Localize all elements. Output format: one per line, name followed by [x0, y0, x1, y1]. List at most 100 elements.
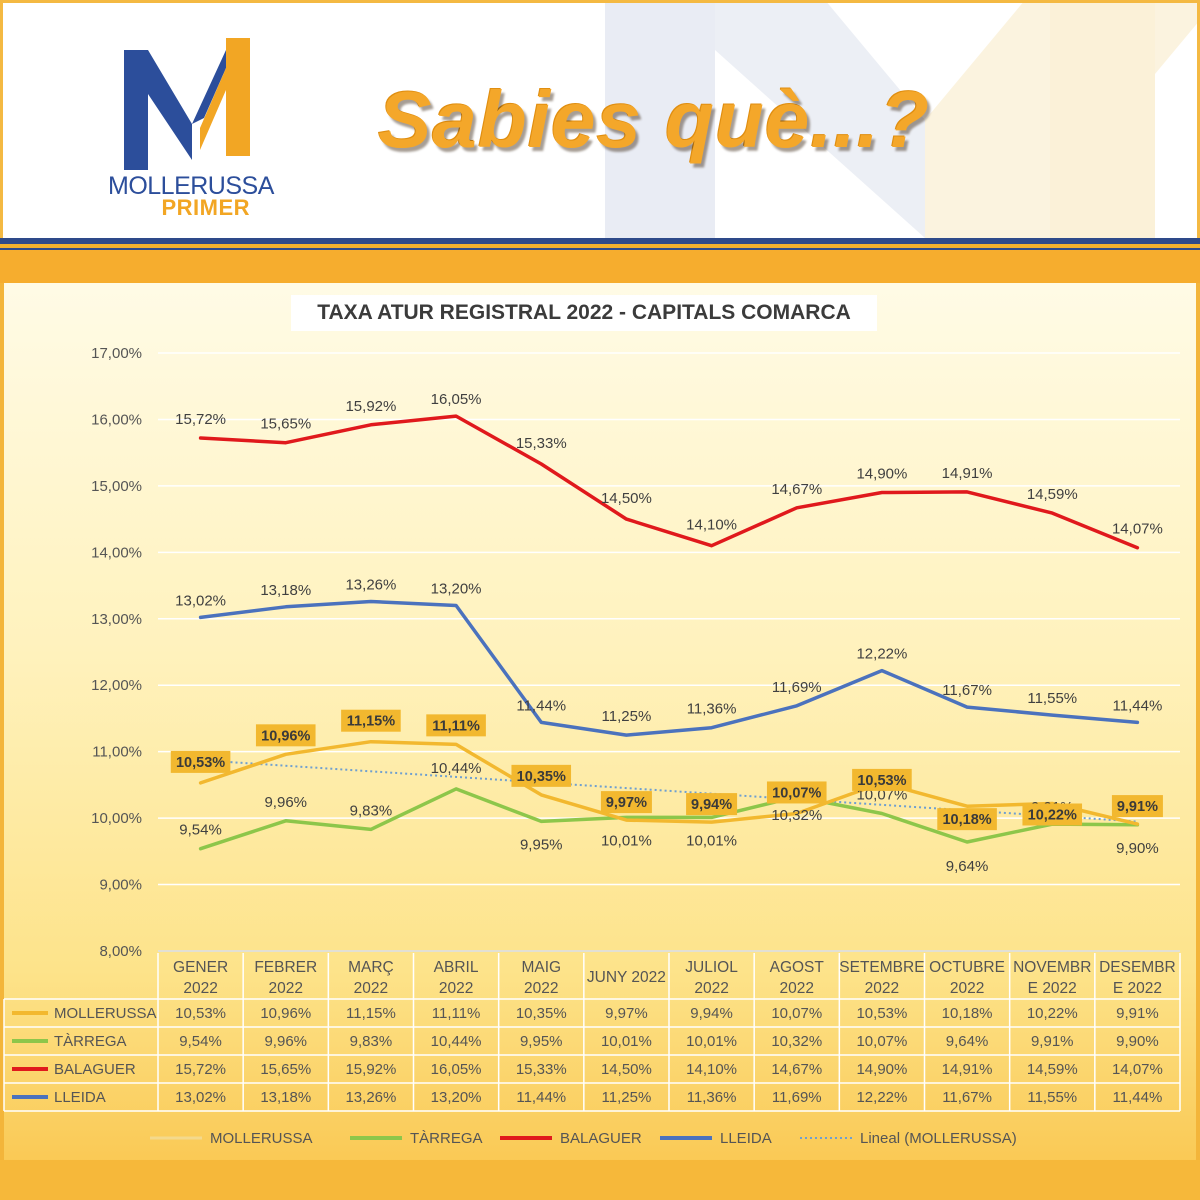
x-tick-label: JUNY 2022	[587, 969, 666, 986]
table-cell: 10,07%	[771, 1005, 822, 1022]
data-label: 11,15%	[347, 714, 395, 730]
legend-label: TÀRREGA	[410, 1130, 483, 1147]
table-cell: 10,01%	[601, 1033, 652, 1050]
table-cell: 13,20%	[431, 1089, 482, 1106]
table-cell: 10,18%	[942, 1005, 993, 1022]
data-label: 9,96%	[264, 794, 307, 811]
data-label: 10,07%	[772, 785, 821, 801]
x-tick-label: 2022	[780, 980, 814, 997]
table-row-label: MOLLERUSSA	[54, 1005, 157, 1022]
table-cell: 15,33%	[516, 1061, 567, 1078]
x-tick-label: GENER	[173, 959, 228, 976]
table-cell: 14,50%	[601, 1061, 652, 1078]
data-label: 9,54%	[179, 822, 222, 839]
table-cell: 9,90%	[1116, 1033, 1159, 1050]
table-cell: 9,54%	[179, 1033, 222, 1050]
data-label: 11,44%	[516, 697, 566, 714]
table-cell: 14,07%	[1112, 1061, 1163, 1078]
data-label: 11,36%	[687, 701, 737, 718]
x-tick-label: 2022	[694, 980, 728, 997]
x-tick-label: 2022	[865, 980, 899, 997]
data-label: 12,22%	[856, 646, 907, 663]
trendline-line	[200, 759, 1138, 823]
data-label-box	[1111, 795, 1163, 818]
table-cell: 11,55%	[1027, 1089, 1077, 1106]
y-tick-label: 9,00%	[99, 877, 142, 894]
data-label-box	[686, 793, 738, 816]
data-label: 14,67%	[771, 481, 822, 498]
y-tick-label: 11,00%	[92, 744, 142, 761]
series-line-lleida	[198, 599, 1140, 737]
data-label: 10,01%	[686, 832, 737, 849]
table-cell: 13,26%	[345, 1089, 396, 1106]
data-label: 11,67%	[942, 682, 992, 699]
data-label-box	[600, 791, 652, 814]
frame-top	[0, 0, 1200, 3]
data-label: 13,26%	[345, 577, 396, 594]
table-cell: 11,36%	[687, 1089, 737, 1106]
y-tick-label: 10,00%	[91, 810, 142, 827]
data-label: 14,90%	[856, 466, 907, 483]
orange-band	[0, 250, 1200, 283]
table-cell: 10,01%	[686, 1033, 737, 1050]
y-tick-label: 12,00%	[91, 677, 142, 694]
data-label: 13,18%	[260, 582, 311, 599]
y-tick-label: 17,00%	[91, 345, 142, 362]
data-label: 11,11%	[432, 718, 480, 734]
x-tick-label: 2022	[524, 980, 558, 997]
chart-background	[0, 283, 1200, 1200]
data-label: 16,05%	[431, 391, 482, 408]
legend-label: MOLLERUSSA	[210, 1130, 313, 1147]
table-cell: 9,83%	[350, 1033, 393, 1050]
table-cell: 15,92%	[345, 1061, 396, 1078]
headline: Sabies què...?	[378, 75, 930, 164]
table-cell: 10,53%	[856, 1005, 907, 1022]
y-tick-label: 8,00%	[99, 943, 142, 960]
data-table: GENER 2022 FEBRER 2022 MARÇ 2022 ABRIL 2022 MAIG…	[3, 950, 1181, 1112]
data-label: 15,72%	[175, 411, 226, 428]
x-tick-label: MARÇ	[348, 959, 394, 976]
data-label: 10,96%	[261, 728, 310, 744]
table-cell: 11,11%	[432, 1005, 481, 1022]
series-line-mollerussa	[198, 739, 1140, 826]
table-cell: 10,07%	[856, 1033, 907, 1050]
table-cell: 15,65%	[260, 1061, 311, 1078]
table-cell: 11,25%	[602, 1089, 652, 1106]
table-cell: 10,32%	[771, 1033, 822, 1050]
table-cell: 16,05%	[431, 1061, 482, 1078]
data-label-box	[426, 714, 486, 737]
data-label-box	[511, 764, 572, 787]
table-cell: 9,95%	[520, 1033, 563, 1050]
y-tick-label: 15,00%	[91, 478, 142, 495]
table-cell: 11,69%	[772, 1089, 822, 1106]
table-row-label: BALAGUER	[54, 1061, 136, 1078]
legend-label: Lineal (MOLLERUSSA)	[860, 1130, 1017, 1147]
data-labels: 9,54% 9,96% 9,83% 10,44% 9,95% 10,01% 10,01% 10…	[170, 391, 1163, 875]
table-cell: 10,53%	[175, 1005, 226, 1022]
legend-label: LLEIDA	[720, 1130, 772, 1147]
data-label: 11,55%	[1027, 690, 1077, 707]
data-label: 14,10%	[686, 517, 737, 534]
data-label: 14,50%	[601, 490, 652, 507]
frame-left	[0, 0, 3, 238]
data-label: 11,44%	[1113, 697, 1163, 714]
data-label: 9,64%	[946, 858, 989, 875]
x-tick-label: ABRIL	[434, 959, 479, 976]
data-label: 9,95%	[520, 836, 563, 853]
data-label: 9,94%	[691, 797, 732, 813]
watermark-logo	[605, 0, 1200, 238]
data-label-box	[852, 768, 912, 791]
chart-title: TAXA ATUR REGISTRAL 2022 - CAPITALS COMA…	[291, 295, 877, 331]
data-label: 13,20%	[431, 580, 482, 597]
table-row-label: TÀRREGA	[54, 1033, 127, 1050]
data-label: 10,44%	[431, 760, 482, 777]
table-cell: 10,22%	[1027, 1005, 1078, 1022]
data-label: 15,33%	[516, 435, 567, 452]
y-axis: 17,00% 16,00% 15,00% 14,00% 13,00% 12,00% 11,0…	[91, 345, 142, 960]
data-label-box	[766, 781, 827, 804]
table-cell: 10,35%	[516, 1005, 567, 1022]
data-label: 14,91%	[942, 465, 993, 482]
data-label: 9,97%	[606, 795, 647, 811]
logo-text-primer: PRIMER	[161, 195, 250, 220]
table-cell: 9,96%	[264, 1033, 307, 1050]
